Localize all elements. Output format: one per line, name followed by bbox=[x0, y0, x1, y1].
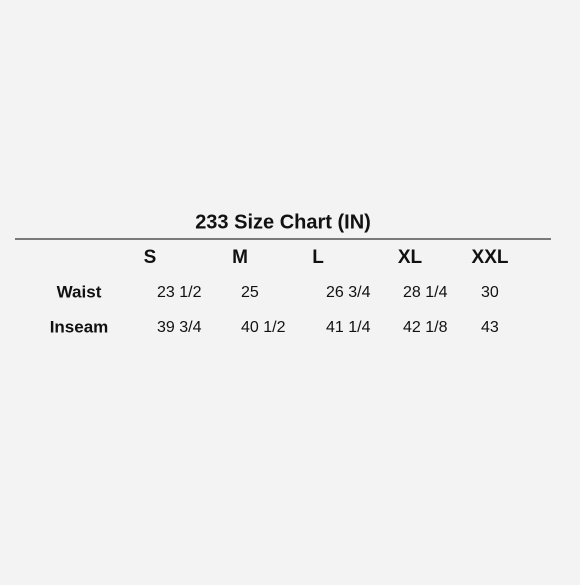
table-cell: 42 1/8 bbox=[403, 319, 448, 336]
table-cell: 43 bbox=[481, 319, 499, 336]
table-cell: 39 3/4 bbox=[157, 319, 202, 336]
table-cell: 28 1/4 bbox=[403, 284, 448, 301]
column-header: XXL bbox=[472, 247, 509, 268]
chart-title: 233 Size Chart (IN) bbox=[195, 211, 371, 233]
row-label: Inseam bbox=[50, 317, 109, 336]
table-cell: 25 bbox=[241, 284, 259, 301]
table-cell: 23 1/2 bbox=[157, 284, 202, 301]
column-header: L bbox=[312, 247, 324, 268]
table-cell: 40 1/2 bbox=[241, 319, 286, 336]
column-header: XL bbox=[398, 247, 423, 268]
table-cell: 30 bbox=[481, 284, 499, 301]
row-label: Waist bbox=[57, 282, 102, 301]
table-cell: 26 3/4 bbox=[326, 284, 371, 301]
table-cell: 41 1/4 bbox=[326, 319, 371, 336]
column-header: S bbox=[144, 247, 157, 268]
column-header: M bbox=[232, 247, 248, 268]
